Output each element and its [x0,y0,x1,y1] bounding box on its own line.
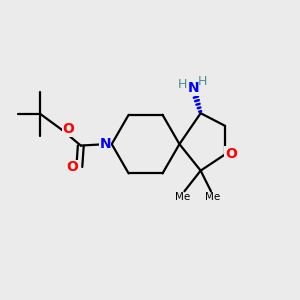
Text: H: H [197,75,207,88]
Text: N: N [99,137,111,151]
Text: O: O [62,122,74,136]
Text: H: H [177,78,187,91]
Text: Me: Me [205,191,220,202]
Text: N: N [188,81,199,95]
Text: O: O [226,147,238,161]
Text: Me: Me [176,191,190,202]
Text: O: O [66,160,78,174]
